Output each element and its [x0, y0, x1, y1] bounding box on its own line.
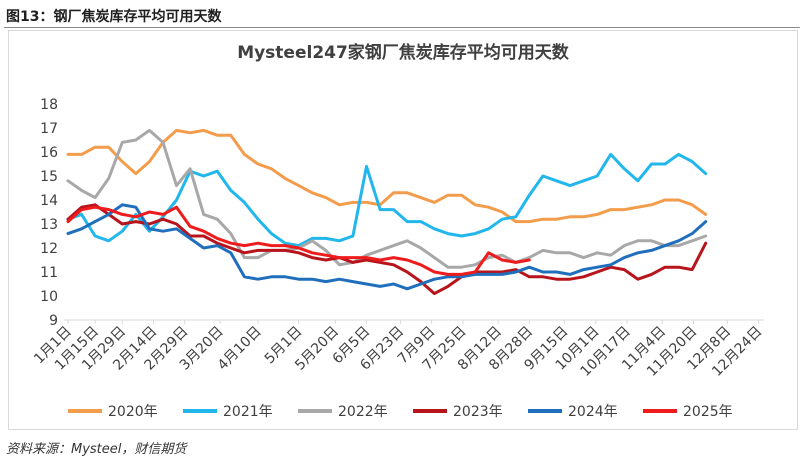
chart-frame — [8, 30, 798, 430]
chart-title: Mysteel247家钢厂焦炭库存平均可用天数 — [237, 42, 570, 63]
y-tick-label: 17 — [40, 121, 58, 137]
series-lines — [66, 128, 708, 296]
y-tick-label: 14 — [40, 193, 58, 209]
legend-label: 2025年 — [683, 404, 733, 420]
y-tick-label: 10 — [40, 289, 58, 305]
y-tick-label: 12 — [40, 241, 58, 257]
title-divider — [4, 27, 800, 28]
legend-label: 2022年 — [338, 404, 388, 420]
series-line-2022 — [66, 128, 708, 269]
source-note: 资料来源：Mysteel，财信期货 — [6, 442, 187, 457]
y-tick-label: 11 — [40, 265, 58, 281]
series-line-2020 — [66, 128, 708, 224]
series-line-2024 — [66, 203, 708, 291]
series-line-2023 — [66, 203, 708, 296]
series-line-2025 — [66, 205, 531, 276]
y-tick-label: 18 — [40, 97, 58, 113]
legend-label: 2021年 — [223, 404, 273, 420]
y-tick-label: 9 — [49, 313, 58, 329]
legend-label: 2020年 — [108, 404, 158, 420]
x-axis-ticks: 1月1日1月15日1月29日2月14日2月29日3月20日4月10日5月1日5月… — [31, 320, 765, 380]
y-tick-label: 15 — [40, 169, 58, 185]
legend-label: 2023年 — [453, 404, 503, 420]
legend-label: 2024年 — [568, 404, 618, 420]
legend: 2020年 2021年 2022年 2023年 2024年 2025年 — [68, 404, 733, 420]
y-axis-ticks: 9 10 11 12 13 14 15 16 17 18 — [40, 97, 58, 329]
y-tick-label: 13 — [40, 217, 58, 233]
series-line-2021 — [66, 152, 708, 248]
y-tick-label: 16 — [40, 145, 58, 161]
figure-label: 图13：钢厂焦炭库存平均可用天数 — [6, 9, 222, 25]
